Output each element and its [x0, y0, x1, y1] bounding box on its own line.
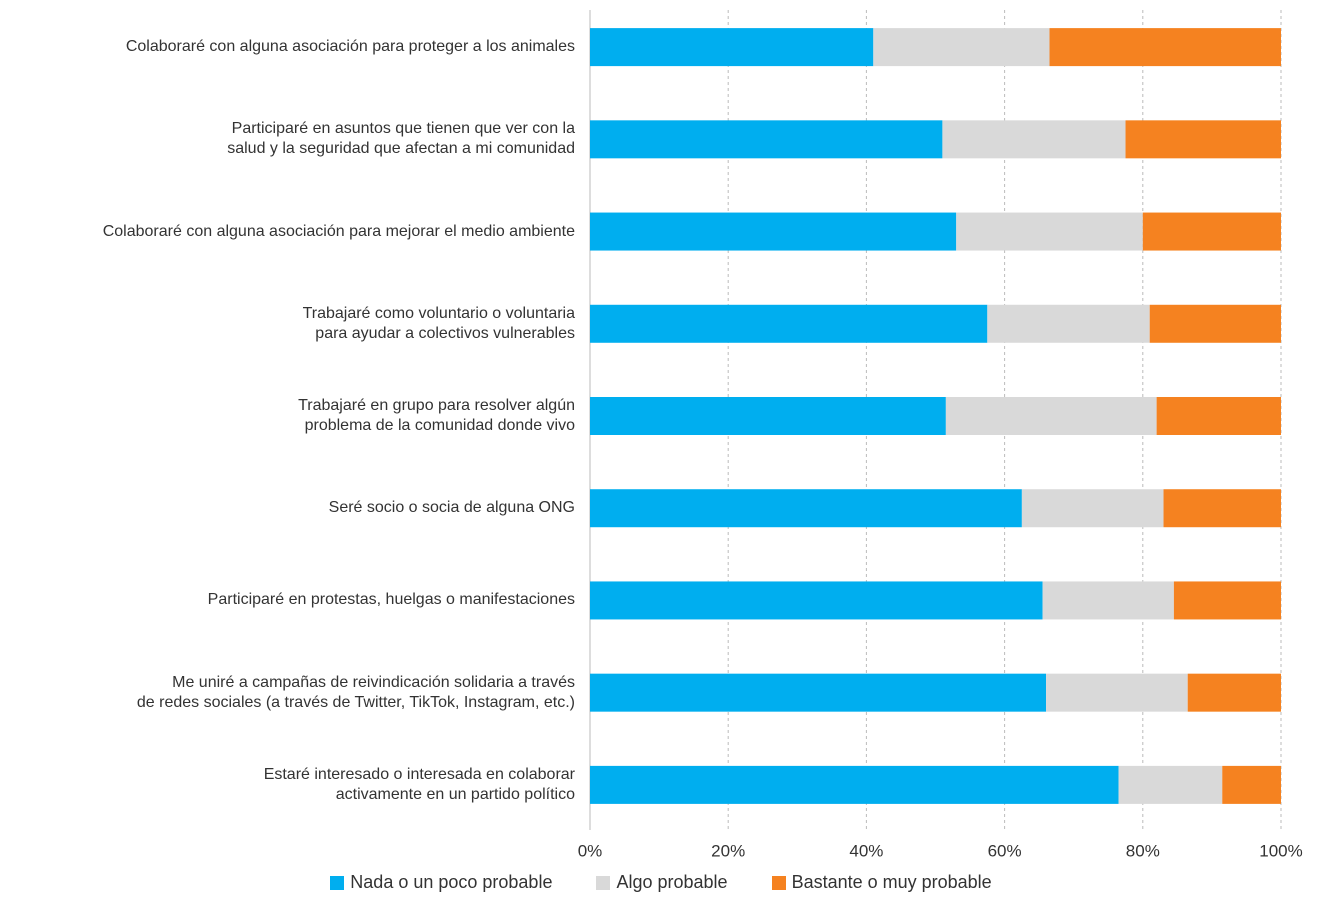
bar-segment [590, 397, 946, 435]
x-tick-label: 20% [711, 841, 745, 860]
bar-segment [1222, 765, 1281, 804]
category-label: Colaboraré con alguna asociación para me… [102, 222, 575, 240]
bar-segment [1046, 673, 1188, 712]
category-label: Estaré interesado o interesada en colabo… [263, 765, 575, 803]
bar-segment [1142, 212, 1281, 251]
category-label: Colaboraré con alguna asociación para pr… [125, 38, 575, 56]
category-label: Trabajaré en grupo para resolver algún p… [298, 397, 575, 434]
bar-segment [1042, 581, 1174, 620]
legend-label: Nada o un poco probable [350, 872, 553, 892]
bar-segment [945, 397, 1157, 435]
category-label: Trabajaré como voluntario o voluntaria p… [302, 304, 575, 342]
x-tick-label: 100% [1259, 841, 1302, 860]
bar-segment [1049, 28, 1281, 67]
bar-segment [1173, 581, 1281, 620]
bar-segment [1021, 489, 1164, 528]
bar-segment [1163, 489, 1281, 528]
bar-segment [1156, 397, 1281, 435]
legend-label: Algo probable [616, 872, 728, 892]
bar-segment [590, 28, 874, 67]
x-tick-label: 60% [988, 841, 1022, 860]
legend-swatch [596, 875, 611, 890]
bar-segment [590, 673, 1047, 712]
bar-segment [590, 581, 1043, 620]
category-label: Seré socio o socia de alguna ONG [328, 499, 575, 517]
bar-segment [987, 304, 1150, 343]
x-tick-label: 80% [1126, 841, 1160, 860]
bar-segment [590, 212, 957, 251]
category-label: Me uniré a campañas de reivindicación so… [136, 673, 575, 711]
x-tick-label: 40% [849, 841, 883, 860]
legend-label: Bastante o muy probable [791, 872, 992, 892]
bar-segment [942, 120, 1126, 159]
bar-segment [873, 28, 1050, 67]
bar-segment [1125, 120, 1281, 159]
legend-swatch [330, 875, 345, 890]
bar-segment [590, 765, 1119, 804]
bar-segment [590, 489, 1022, 528]
legend-item: Algo probable [596, 872, 728, 893]
legend-item: Bastante o muy probable [771, 872, 992, 893]
bar-segment [1187, 673, 1281, 712]
bar-segment [590, 304, 988, 343]
category-label: Participaré en asuntos que tienen que ve… [227, 120, 575, 158]
bar-segment [1118, 765, 1223, 804]
legend-swatch [771, 875, 786, 890]
legend: Nada o un poco probable Algo probable Bast… [0, 872, 1322, 893]
category-label: Participaré en protestas, huelgas o mani… [207, 591, 575, 609]
bar-segment [956, 212, 1143, 251]
x-tick-label: 0% [578, 841, 603, 860]
bar-segment [1149, 304, 1281, 343]
legend-item: Nada o un poco probable [330, 872, 552, 893]
bar-segment [590, 120, 943, 159]
